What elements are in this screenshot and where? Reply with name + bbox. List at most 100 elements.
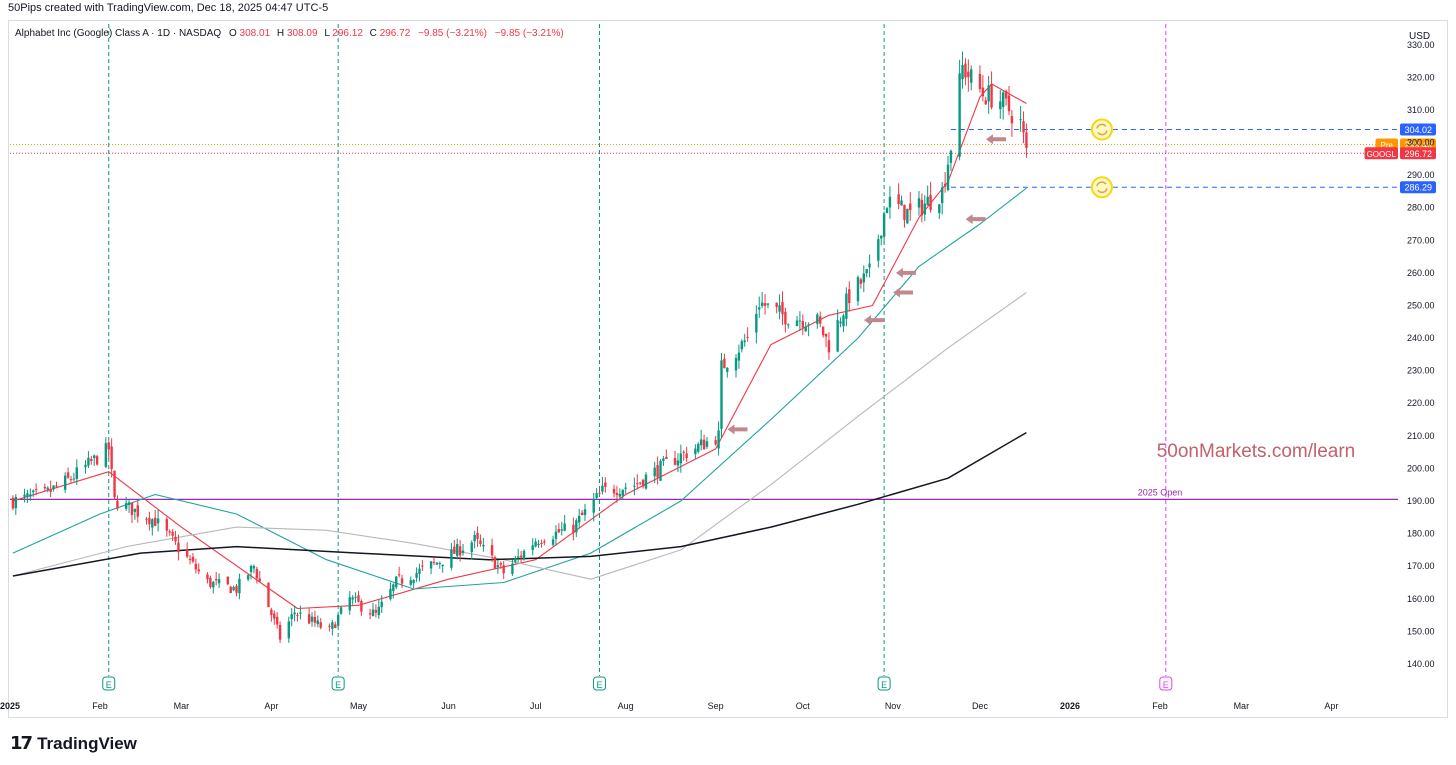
candle-body (877, 239, 880, 261)
candle-body (531, 545, 534, 551)
candle-body (287, 621, 290, 639)
candle-body (415, 573, 418, 578)
candle-body (990, 84, 993, 108)
candle-body (978, 73, 982, 90)
candle-body (377, 606, 381, 616)
candle-body (206, 574, 209, 580)
candle-body (543, 541, 546, 543)
candle-body (554, 531, 558, 539)
candle-body (136, 505, 139, 517)
candle-body (804, 326, 807, 332)
candle-body (458, 546, 462, 556)
candle-body (395, 576, 398, 588)
candle-body (490, 545, 494, 556)
y-tick-label: 230.00 (1407, 366, 1435, 376)
y-tick-label: 300.00 (1407, 138, 1435, 148)
candle-body (429, 561, 433, 569)
candle-body (679, 453, 683, 464)
candle-body (601, 485, 604, 492)
candle-body (371, 609, 375, 617)
x-tick-label: Feb (1152, 701, 1168, 711)
candle-body (185, 549, 189, 557)
tradingview-logo-icon: 𝟭𝟳 (10, 733, 33, 754)
candle-body (604, 482, 607, 487)
last-close-tag-label: GOOGL (1367, 150, 1397, 159)
candle-body (75, 467, 78, 479)
candle-body (29, 494, 32, 497)
annotations-layer (727, 118, 1113, 435)
candle-body (699, 439, 703, 446)
candle-body (154, 517, 157, 526)
x-tick-label: Mar (174, 701, 190, 711)
x-tick-label: Oct (796, 701, 811, 711)
sma_long-line (12, 431, 1027, 577)
candle-body (165, 519, 169, 531)
candle-body (897, 194, 900, 205)
x-tick-label: 2025 (0, 701, 20, 711)
candle-body (560, 529, 563, 531)
x-tick-label: Jun (441, 701, 456, 711)
candle-body (540, 542, 543, 544)
candle-body (334, 624, 337, 628)
candle-body (319, 622, 322, 628)
candle-body (194, 563, 198, 570)
candle-body (1025, 132, 1028, 148)
candle-body (148, 517, 151, 525)
candle-body (763, 303, 767, 306)
candle-body (903, 204, 906, 221)
candle-body (217, 579, 221, 584)
candle-body (583, 509, 587, 516)
candle-body (441, 564, 444, 567)
candle-body (775, 302, 778, 307)
candle-body (26, 493, 29, 497)
y-tick-label: 180.00 (1407, 529, 1435, 539)
candle-body (929, 194, 932, 210)
candle-body (662, 458, 665, 462)
chart-title: Alphabet Inc (Google) Class A · 1D · NAS… (15, 28, 221, 39)
candle-body (519, 555, 523, 558)
candle-body (124, 503, 128, 509)
candle-body (235, 585, 238, 593)
candle-body (514, 558, 517, 562)
x-tick-label: Feb (92, 701, 108, 711)
candle-body (682, 451, 685, 453)
level-lower-price-tag (1400, 181, 1436, 194)
candle-body (734, 358, 738, 371)
year-open-label: 2025 Open (1138, 487, 1183, 497)
tradingview-logo[interactable]: 𝟭𝟳 TradingView (10, 733, 137, 754)
x-tick-label: Sep (708, 701, 724, 711)
candle-body (145, 518, 148, 520)
candle-body (900, 200, 903, 206)
candle-body (34, 489, 38, 491)
candle-body (249, 565, 253, 572)
candle-body (116, 500, 119, 509)
candle-body (499, 563, 502, 565)
candle-body (743, 340, 746, 343)
candle-body (238, 578, 241, 594)
candle-body (450, 549, 453, 568)
candle-body (1001, 92, 1005, 108)
candle-body (958, 73, 961, 157)
candle-body (885, 208, 889, 214)
candle-body (461, 550, 465, 553)
candle-body (453, 546, 456, 554)
candle-body (296, 615, 299, 617)
cycle-icon (1090, 118, 1113, 141)
last-close-price-label: 296.72 (1404, 149, 1432, 159)
candle-body (758, 307, 761, 310)
x-tick-label: Apr (264, 701, 278, 711)
candle-body (778, 305, 781, 312)
candle-body (113, 470, 116, 498)
candle-body (110, 446, 113, 469)
candle-body (673, 458, 677, 465)
cycle-icon-arrows (1096, 123, 1108, 136)
y-tick-label: 250.00 (1407, 300, 1435, 310)
candle-body (949, 150, 953, 163)
level-upper-price-label: 304.02 (1404, 125, 1432, 135)
candle-body (612, 488, 616, 494)
candle-body (226, 576, 230, 585)
candle-body (209, 577, 212, 587)
candle-body (1004, 90, 1008, 99)
candle-body (755, 313, 758, 333)
